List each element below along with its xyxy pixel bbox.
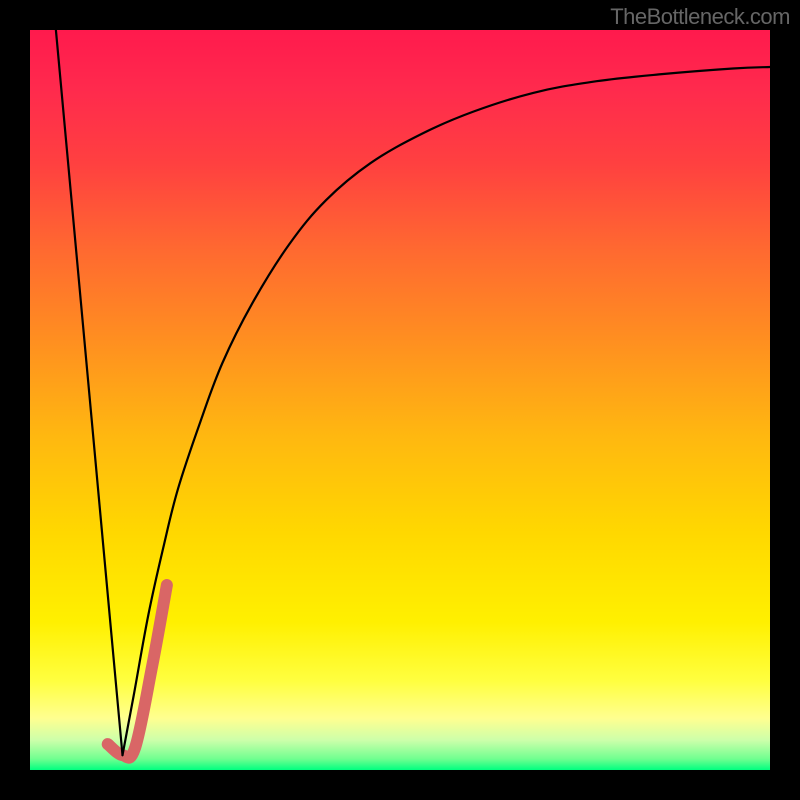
chart-container: TheBottleneck.com <box>0 0 800 800</box>
curves-layer <box>30 30 770 770</box>
left-line <box>56 30 123 755</box>
watermark-text: TheBottleneck.com <box>610 4 790 30</box>
plot-area <box>30 30 770 770</box>
right-curve <box>123 67 771 755</box>
